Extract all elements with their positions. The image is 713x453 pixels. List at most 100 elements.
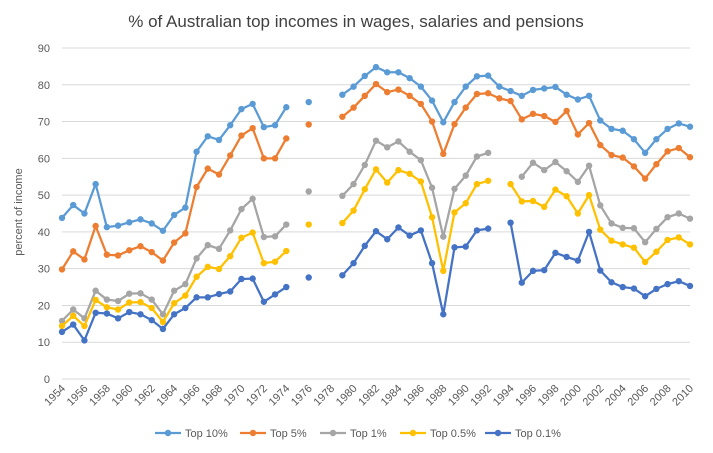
y-axis-ticks: 0 10 20 30 40 50 60 70 80 90 bbox=[38, 43, 50, 386]
data-point bbox=[417, 227, 425, 234]
data-point bbox=[440, 267, 447, 275]
data-point bbox=[114, 315, 122, 322]
data-point bbox=[653, 285, 660, 293]
data-point bbox=[238, 234, 245, 241]
data-point bbox=[103, 251, 111, 258]
data-point bbox=[574, 178, 582, 186]
legend-item: Top 1% bbox=[320, 428, 387, 440]
data-point bbox=[215, 245, 223, 253]
data-point bbox=[428, 213, 436, 221]
data-point bbox=[406, 148, 413, 155]
data-point bbox=[473, 153, 481, 160]
data-point bbox=[675, 120, 682, 127]
x-tick-label: 2000 bbox=[558, 383, 584, 409]
legend: Top 10% Top 5% Top 1% Top 0.5% Top 0.1% bbox=[155, 428, 561, 440]
data-point bbox=[339, 219, 346, 227]
data-point bbox=[204, 263, 211, 271]
data-point bbox=[395, 138, 402, 145]
data-point bbox=[541, 266, 548, 274]
data-point bbox=[664, 125, 671, 133]
data-point bbox=[58, 322, 66, 330]
data-point bbox=[641, 258, 649, 266]
x-tick-label: 1958 bbox=[87, 383, 113, 409]
data-point bbox=[653, 225, 660, 233]
data-point bbox=[384, 69, 391, 76]
data-point bbox=[137, 311, 144, 318]
data-point bbox=[204, 241, 211, 249]
data-point bbox=[361, 92, 368, 100]
data-point bbox=[193, 273, 200, 280]
x-tick-label: 1974 bbox=[267, 383, 293, 409]
data-point bbox=[384, 236, 391, 243]
data-point bbox=[70, 201, 77, 209]
series-line bbox=[341, 82, 691, 180]
data-point bbox=[126, 299, 133, 306]
data-point bbox=[552, 83, 559, 91]
x-tick-label: 1978 bbox=[311, 383, 337, 409]
data-point bbox=[451, 98, 458, 106]
data-point bbox=[114, 222, 122, 229]
data-point bbox=[305, 121, 312, 128]
data-point bbox=[473, 180, 481, 188]
data-point bbox=[597, 267, 604, 274]
data-point bbox=[630, 285, 638, 292]
data-point bbox=[462, 83, 469, 90]
legend-marker bbox=[249, 429, 257, 437]
data-point bbox=[384, 144, 391, 151]
data-point bbox=[518, 173, 525, 180]
data-point bbox=[361, 72, 368, 80]
x-tick-label: 1964 bbox=[154, 383, 180, 409]
data-point bbox=[473, 73, 481, 80]
data-point bbox=[204, 294, 211, 301]
data-point bbox=[608, 237, 615, 244]
data-point bbox=[271, 155, 279, 162]
data-point bbox=[428, 184, 436, 191]
data-point bbox=[182, 292, 189, 299]
data-point bbox=[440, 233, 447, 240]
data-point bbox=[462, 243, 469, 250]
data-point bbox=[271, 291, 279, 298]
data-point bbox=[653, 136, 660, 143]
data-point bbox=[193, 255, 200, 262]
data-point bbox=[462, 200, 469, 207]
data-point bbox=[215, 265, 223, 273]
chart-title: % of Australian top incomes in wages, sa… bbox=[128, 12, 583, 31]
data-point bbox=[193, 183, 200, 191]
legend-marker bbox=[329, 429, 337, 437]
data-point bbox=[249, 124, 256, 132]
data-point bbox=[484, 225, 492, 232]
data-point bbox=[283, 221, 290, 228]
series-4 bbox=[58, 166, 694, 330]
legend-item: Top 0.1% bbox=[485, 428, 561, 440]
data-point bbox=[675, 234, 682, 241]
data-point bbox=[406, 232, 413, 239]
data-point bbox=[339, 272, 346, 279]
data-point bbox=[473, 90, 481, 98]
legend-label: Top 5% bbox=[270, 428, 307, 440]
data-point bbox=[552, 158, 559, 166]
legend-label: Top 0.1% bbox=[515, 428, 561, 440]
data-point bbox=[686, 215, 694, 222]
x-tick-label: 1998 bbox=[536, 383, 562, 409]
series-lines bbox=[58, 63, 694, 344]
data-point bbox=[563, 193, 570, 200]
data-point bbox=[114, 306, 122, 313]
data-point bbox=[496, 95, 503, 102]
data-point bbox=[249, 195, 256, 202]
data-point bbox=[630, 163, 638, 170]
data-point bbox=[350, 180, 357, 188]
x-tick-label: 1980 bbox=[334, 383, 360, 409]
data-point bbox=[597, 202, 604, 209]
data-point bbox=[70, 312, 77, 319]
data-point bbox=[227, 122, 234, 129]
data-point bbox=[496, 83, 503, 90]
x-tick-label: 1996 bbox=[513, 383, 539, 409]
x-tick-label: 2010 bbox=[670, 383, 696, 409]
data-point bbox=[126, 247, 133, 254]
series-1 bbox=[58, 63, 694, 234]
data-point bbox=[238, 132, 245, 139]
data-point bbox=[417, 100, 425, 108]
data-point bbox=[260, 259, 268, 267]
x-tick-label: 1992 bbox=[468, 383, 494, 409]
